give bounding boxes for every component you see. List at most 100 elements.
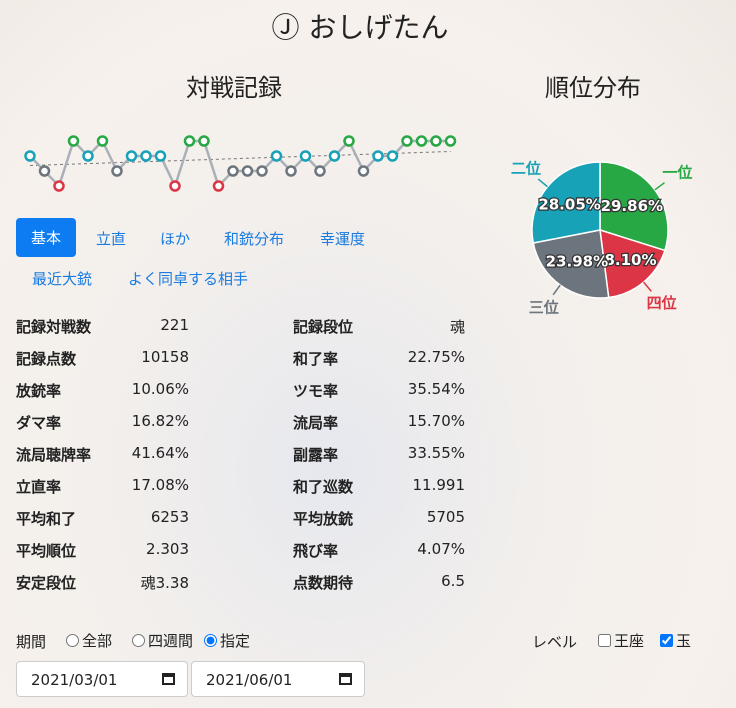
stat-label: ツモ率: [293, 382, 339, 400]
stat-label: 立直率: [16, 478, 62, 496]
rank-pie-chart: 一位 29.86% 四位 18.10% 三位 23.98% 二位 28.05%: [511, 159, 693, 316]
slice-value: 28.05%: [538, 195, 600, 213]
stat-value: 33.55%: [407, 444, 465, 462]
stat-value: 魂: [449, 318, 465, 336]
rank-point: [328, 150, 341, 162]
level-checkbox[interactable]: [598, 634, 611, 647]
rank-point: [285, 165, 297, 177]
stat-value: 16.82%: [131, 412, 189, 430]
tab[interactable]: 和銃分布: [224, 230, 285, 248]
stat-label: 記録対戦数: [16, 318, 92, 336]
stat-label: 記録点数: [16, 350, 77, 368]
tab[interactable]: 基本: [16, 218, 77, 257]
stat-value: 2.303: [146, 540, 189, 558]
leader-line: [643, 281, 652, 292]
tab[interactable]: よく同卓する相手: [128, 270, 249, 288]
level-option[interactable]: 玉: [660, 630, 691, 651]
rank-point: [24, 150, 36, 162]
rank-point: [343, 135, 355, 147]
rank-point: [96, 135, 109, 147]
level-option[interactable]: 王座: [598, 630, 644, 651]
stat-value: 10158: [141, 348, 189, 366]
rank-point: [53, 180, 65, 192]
rank-point: [140, 150, 152, 162]
stat-label: 副露率: [293, 446, 339, 464]
tab[interactable]: 幸運度: [320, 230, 366, 248]
player-title: Ⓙ おしげたん: [271, 11, 449, 44]
rank-point: [38, 165, 51, 177]
rank-point: [227, 165, 239, 177]
rank-point: [169, 180, 181, 192]
rank-point: [430, 135, 442, 147]
rank-point: [198, 135, 210, 147]
stat-label: 和了率: [293, 350, 339, 368]
level-option-text: 王座: [614, 632, 645, 650]
stat-label: 流局聴牌率: [16, 446, 92, 464]
period-option[interactable]: 指定: [204, 630, 250, 651]
calendar-icon: [162, 673, 175, 685]
rank-point: [386, 150, 399, 162]
pie-slice: [532, 229, 610, 299]
period-radio[interactable]: [132, 634, 145, 647]
rank-point: [241, 165, 254, 177]
stat-value: 10.06%: [131, 380, 189, 398]
slice-label: 二位: [511, 159, 541, 177]
leader-line: [654, 182, 665, 191]
stat-value: 5705: [426, 508, 465, 526]
period-option-text: 全部: [82, 632, 113, 650]
stat-value: 35.54%: [407, 380, 465, 398]
stat-label: 流局率: [293, 414, 339, 432]
stat-label: 記録段位: [293, 318, 354, 336]
period-option-text: 指定: [220, 632, 251, 650]
pie-slice: [599, 161, 669, 252]
stat-value: 魂3.38: [140, 574, 189, 592]
pie-slice: [531, 161, 601, 244]
start-date-text: 2021/03/01: [31, 671, 118, 689]
rank-point: [154, 150, 167, 162]
period-radio[interactable]: [66, 634, 79, 647]
rank-point: [256, 165, 268, 177]
tab[interactable]: ほか: [160, 230, 191, 248]
rank-point: [67, 135, 80, 147]
stat-value: 221: [160, 316, 189, 334]
rank-point: [357, 165, 370, 177]
stat-label: 平均和了: [16, 510, 77, 528]
period-label: 期間: [16, 633, 47, 651]
rank-point: [314, 165, 326, 177]
period-radio[interactable]: [204, 634, 217, 647]
rank-point: [299, 150, 312, 162]
leader-line: [537, 178, 549, 188]
tab[interactable]: 立直: [96, 230, 127, 248]
level-checkbox[interactable]: [660, 634, 673, 647]
rank-point: [372, 150, 384, 162]
stat-value: 17.08%: [131, 476, 189, 494]
start-date[interactable]: 2021/03/01: [16, 661, 188, 697]
stat-value: 4.07%: [417, 540, 465, 558]
stat-label: 平均順位: [16, 542, 77, 560]
stat-value: 6253: [150, 508, 189, 526]
period-option[interactable]: 全部: [66, 630, 112, 651]
rank-point: [111, 165, 123, 177]
rank-point: [270, 150, 283, 162]
slice-label: 一位: [662, 164, 692, 182]
period-option[interactable]: 四週間: [132, 630, 193, 651]
tab[interactable]: 最近大銃: [32, 270, 93, 288]
level-label: レベル: [532, 633, 578, 651]
stat-label: 安定段位: [16, 574, 77, 592]
rank-point: [212, 180, 225, 192]
stat-value: 11.991: [412, 476, 466, 494]
rank-dist-title: 順位分布: [545, 74, 641, 102]
slice-value: 18.10%: [594, 251, 656, 269]
stat-label: 和了巡数: [293, 478, 354, 496]
stat-label: 放銃率: [16, 382, 62, 400]
leader-line: [552, 284, 561, 296]
rank-history-chart: [24, 135, 457, 192]
slice-value: 29.86%: [601, 197, 663, 215]
end-date-text: 2021/06/01: [206, 671, 293, 689]
rank-point: [183, 135, 196, 147]
stat-value: 22.75%: [407, 348, 465, 366]
stat-value: 15.70%: [407, 412, 465, 430]
end-date[interactable]: 2021/06/01: [191, 661, 365, 697]
calendar-icon: [339, 673, 352, 685]
